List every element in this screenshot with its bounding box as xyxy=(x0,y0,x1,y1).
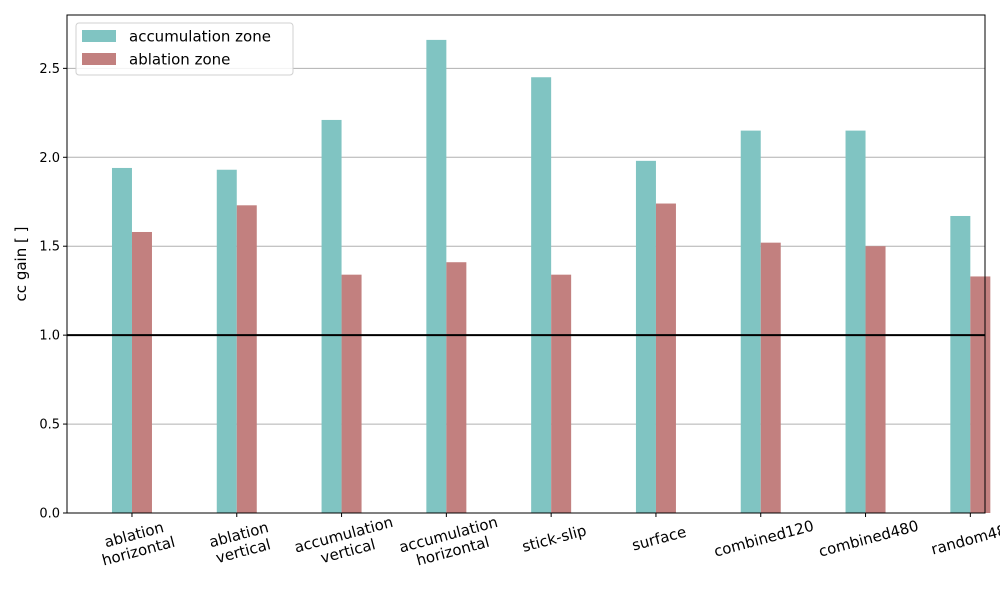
bar-accumulation-zone xyxy=(635,160,656,514)
bar-ablation-zone xyxy=(131,231,152,513)
legend-label: ablation zone xyxy=(129,51,230,69)
legend-swatch xyxy=(82,53,116,65)
y-tick-label: 0.5 xyxy=(39,418,60,433)
y-tick-label: 1.0 xyxy=(39,329,60,344)
y-axis: 0.0 0.5 1.0 1.5 2.0 2.5 xyxy=(39,62,67,522)
x-tick-label-line: stick-slip xyxy=(520,521,588,555)
bar-ablation-zone xyxy=(341,274,362,513)
legend-swatch xyxy=(82,30,116,42)
x-tick-label-line: combined120 xyxy=(712,517,816,561)
y-tick-label: 2.0 xyxy=(39,151,60,166)
y-axis-title: cc gain [ ] xyxy=(12,227,30,302)
bar-ablation-zone xyxy=(760,242,781,513)
x-tick-label-line: random480 xyxy=(929,519,1000,559)
bar-ablation-zone xyxy=(551,274,572,513)
plot-frame xyxy=(66,14,986,514)
x-tick-label-line: combined480 xyxy=(817,517,921,561)
bar-accumulation-zone xyxy=(531,77,552,513)
x-tick-label: combined120 xyxy=(712,517,816,561)
x-tick-label: surface xyxy=(630,523,688,555)
legend: accumulation zone ablation zone xyxy=(75,22,294,76)
bar-accumulation-zone xyxy=(321,119,342,513)
bar-accumulation-zone xyxy=(845,130,866,513)
bar-accumulation-zone xyxy=(740,130,761,513)
y-tick-label: 1.5 xyxy=(39,240,60,255)
bar-ablation-zone xyxy=(865,246,886,513)
bars xyxy=(111,39,991,514)
bar-accumulation-zone xyxy=(950,215,971,513)
legend-box xyxy=(75,22,294,76)
x-tick-label: combined480 xyxy=(817,517,921,561)
legend-label: accumulation zone xyxy=(129,28,271,46)
bar-accumulation-zone xyxy=(426,39,447,514)
x-tick-label: random480 xyxy=(929,519,1000,559)
bar-ablation-zone xyxy=(655,203,676,513)
bar-ablation-zone xyxy=(970,276,991,513)
bar-accumulation-zone xyxy=(216,169,237,513)
bar-ablation-zone xyxy=(236,205,257,514)
y-tick-label: 2.5 xyxy=(39,62,60,77)
bar-accumulation-zone xyxy=(111,167,132,513)
x-tick-label: stick-slip xyxy=(520,521,588,555)
bar-ablation-zone xyxy=(446,262,467,513)
y-tick-label: 0.0 xyxy=(39,507,60,522)
x-tick-label-line: surface xyxy=(630,523,688,555)
